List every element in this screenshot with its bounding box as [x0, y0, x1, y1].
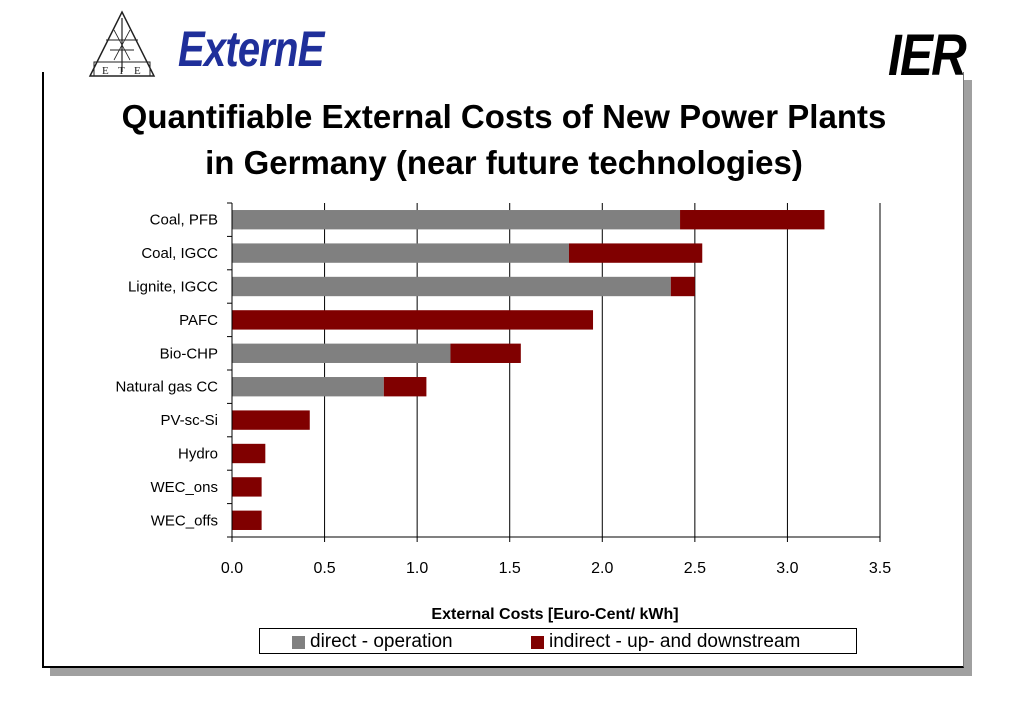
y-tick-label: WEC_ons	[150, 479, 218, 496]
ier-logo: IER	[888, 23, 967, 88]
bar-segment	[450, 343, 521, 363]
legend-item-direct: direct - operation	[292, 631, 453, 653]
legend-label-indirect: indirect - up- and downstream	[549, 631, 801, 652]
x-axis-label: External Costs [Euro-Cent/ kWh]	[431, 606, 678, 623]
slide-title-line-2: in Germany (near future technologies)	[205, 144, 803, 181]
x-tick-label: 0.0	[221, 560, 243, 577]
y-tick-label: Coal, PFB	[150, 212, 218, 229]
chart-bars	[232, 210, 825, 530]
bar-segment	[232, 210, 681, 230]
emblem-letter-3: E	[134, 65, 141, 77]
y-tick-label: Coal, IGCC	[141, 245, 218, 262]
x-tick-label: 0.5	[313, 560, 335, 577]
bar-segment	[232, 410, 310, 430]
chart-axes: 0.0 0.5 1.0 1.5 2.0 2.5 3.0 3.5 Coal, PFB Coal, I…	[115, 202, 891, 577]
legend-swatch-indirect	[531, 635, 544, 649]
y-tick-label: WEC_offs	[151, 512, 218, 529]
y-tick-label: PV-sc-Si	[160, 412, 218, 429]
legend-label-direct: direct - operation	[310, 631, 453, 652]
externe-logo: ExternE	[178, 21, 324, 77]
emblem-letter-2: T	[118, 65, 125, 77]
slide-frame	[42, 72, 964, 668]
legend-item-indirect: indirect - up- and downstream	[531, 631, 800, 653]
y-tick-label: Bio-CHP	[160, 345, 218, 362]
bar-segment	[232, 510, 262, 530]
bar-segment	[232, 310, 594, 330]
x-tick-label: 2.0	[591, 560, 613, 577]
x-tick-label: 1.5	[499, 560, 521, 577]
y-tick-label: PAFC	[179, 312, 218, 329]
emblem-letter-1: E	[102, 65, 109, 77]
bar-segment	[232, 377, 384, 397]
externe-emblem-logo: E T E	[88, 10, 156, 77]
slide-frame-gap	[68, 72, 380, 74]
bar-segment	[670, 276, 695, 297]
x-tick-label: 3.5	[869, 560, 891, 577]
bar-segment	[232, 343, 451, 363]
bar-segment	[680, 210, 825, 230]
slide-title-line-1: Quantifiable External Costs of New Power…	[121, 98, 887, 135]
bar-segment	[383, 377, 427, 397]
x-tick-label: 1.0	[406, 560, 428, 577]
bar-segment	[568, 243, 703, 263]
x-tick-label: 3.0	[776, 560, 798, 577]
y-tick-label: Lignite, IGCC	[128, 279, 218, 296]
y-tick-label: Natural gas CC	[115, 379, 218, 396]
x-tick-label: 2.5	[684, 560, 706, 577]
bar-segment	[232, 276, 671, 297]
slide-title: Quantifiable External Costs of New Power…	[50, 94, 958, 186]
bar-segment	[232, 477, 262, 497]
bar-segment	[232, 443, 266, 464]
y-tick-label: Hydro	[178, 446, 218, 463]
chart-legend: direct - operation indirect - up- and do…	[259, 628, 857, 654]
legend-swatch-direct	[292, 635, 305, 649]
bar-segment	[232, 243, 569, 263]
